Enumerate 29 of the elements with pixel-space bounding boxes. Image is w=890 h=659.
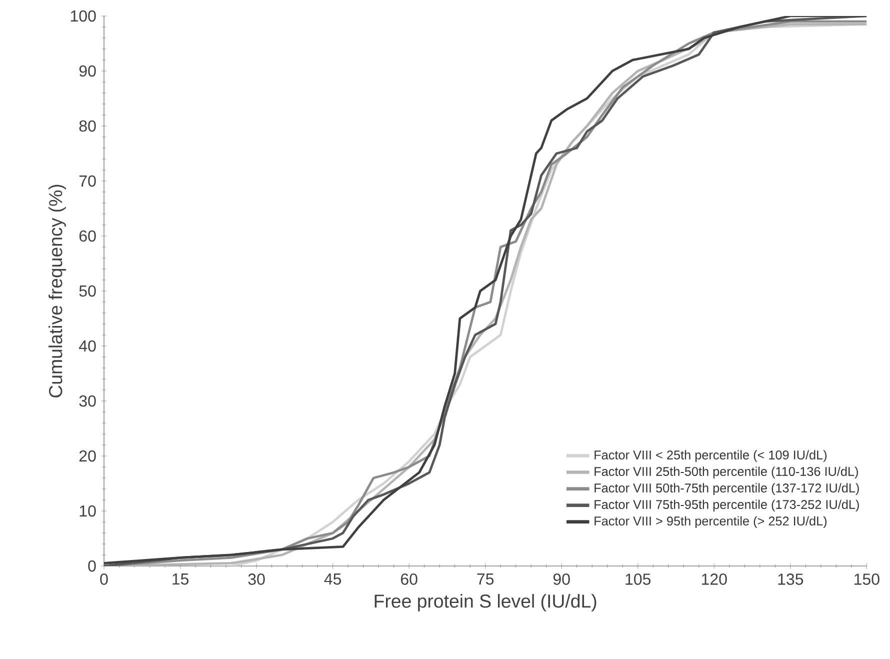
x-tick-label: 30: [248, 574, 265, 585]
y-tick-label: 80: [79, 120, 96, 132]
legend-label: Factor VIII > 95th percentile (> 252 IU/dL): [594, 516, 827, 528]
x-tick-label: 120: [702, 574, 727, 585]
y-tick-label: 70: [79, 175, 96, 187]
y-tick-label: 20: [79, 450, 96, 462]
x-tick-label: 45: [324, 574, 342, 585]
legend-label: Factor VIII < 25th percentile (< 109 IU/dL): [594, 450, 827, 462]
y-tick-label: 90: [79, 65, 96, 77]
y-tick-label: 60: [79, 230, 96, 242]
x-tick-label: 135: [778, 574, 804, 585]
x-tick-label: 15: [172, 574, 188, 585]
y-tick-label: 50: [79, 285, 96, 297]
x-tick-label: 75: [477, 574, 494, 585]
x-tick-label: 150: [854, 574, 880, 585]
x-tick-label: 0: [100, 574, 108, 585]
y-tick-label: 10: [80, 505, 96, 517]
y-tick-label: 100: [70, 10, 96, 22]
y-axis-title: Cumulative frequency (%): [48, 184, 66, 398]
legend-label: Factor VIII 25th-50th percentile (110-136 IU/dL): [594, 466, 858, 478]
x-tick-label: 60: [400, 574, 418, 585]
legend-label: Factor VIII 75th-95th percentile (173-252 IU/dL): [594, 500, 859, 512]
legend-label: Factor VIII 50th-75th percentile (137-172 IU/dL): [594, 483, 859, 495]
y-tick-label: 0: [88, 560, 96, 572]
y-tick-label: 30: [79, 395, 96, 407]
x-tick-label: 90: [553, 574, 570, 585]
x-axis-title: Free protein S level (IU/dL): [374, 594, 596, 612]
y-tick-label: 40: [79, 340, 96, 352]
x-tick-label: 105: [626, 574, 651, 585]
